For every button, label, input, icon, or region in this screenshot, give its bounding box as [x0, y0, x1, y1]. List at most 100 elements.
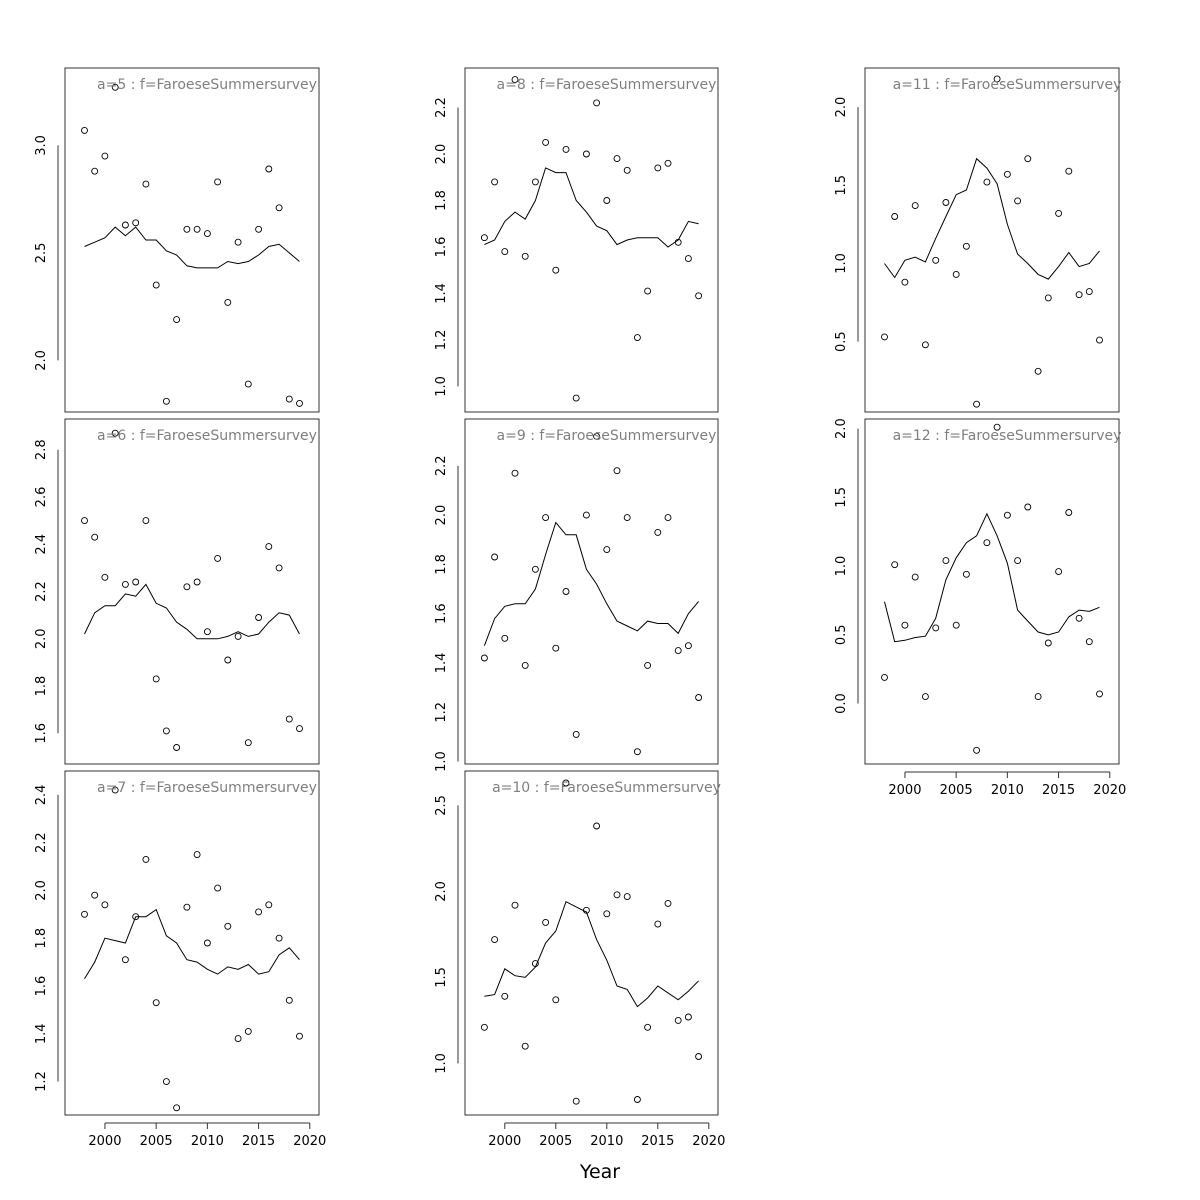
- fitted-line: [484, 167, 699, 248]
- observation-point: [654, 920, 662, 928]
- y-tick-label: 1.5: [834, 487, 849, 508]
- panel-title: a=9 : f=FaroeseSummersurvey: [497, 428, 717, 444]
- observation-point: [132, 219, 140, 227]
- observation-point: [593, 432, 601, 440]
- observation-point: [531, 960, 539, 968]
- x-tick-label: 2005: [539, 1134, 572, 1149]
- observation-point: [1044, 294, 1052, 302]
- observation-point: [603, 197, 611, 204]
- observation-point: [983, 539, 991, 547]
- observation-point: [962, 570, 970, 578]
- observation-point: [1034, 693, 1042, 701]
- observation-point: [684, 642, 692, 650]
- observation-point: [480, 234, 488, 242]
- panel-5: 1.0 1.2 1.4 1.6 1.8 2.0 2.2 a=9 : f=FaroeseSumm…: [434, 418, 719, 772]
- y-tick-label: 2.0: [34, 880, 49, 901]
- observation-point: [983, 178, 991, 186]
- observation-point: [132, 913, 140, 921]
- panel-title: a=6 : f=FaroeseSummersurvey: [97, 428, 317, 444]
- observation-point: [224, 656, 232, 664]
- observation-point: [644, 1023, 652, 1031]
- panel-title: a=11 : f=FaroeseSummersurvey: [893, 77, 1122, 93]
- observation-point: [582, 150, 590, 158]
- observation-point: [173, 1104, 181, 1112]
- panels-group: 2.02.53.0a=5 : f=FaroeseSummersurvey1.61…: [34, 67, 1126, 1149]
- observation-point: [121, 221, 129, 229]
- observation-point: [644, 287, 652, 295]
- observation-point: [244, 739, 252, 747]
- observation-point: [901, 621, 909, 629]
- observation-point: [255, 908, 263, 916]
- panel-1: 2.0 2.5 3.0 a=5 : f=FaroeseSummersurvey: [34, 67, 320, 413]
- observation-point: [1065, 167, 1073, 175]
- y-tick-label: 1.0: [834, 556, 849, 577]
- observation-point: [193, 225, 201, 233]
- x-tick-label: 2005: [940, 783, 973, 798]
- observation-point: [511, 901, 519, 909]
- observation-point: [582, 511, 590, 519]
- y-tick-label: 1.0: [434, 751, 449, 772]
- y-tick-label: 2.5: [434, 795, 449, 816]
- panel-frame: [64, 418, 320, 765]
- observation-point: [296, 399, 303, 407]
- observation-point: [91, 167, 99, 175]
- observation-point: [265, 165, 273, 173]
- observation-point: [81, 910, 88, 918]
- observation-point: [695, 694, 703, 701]
- observation-point: [234, 632, 242, 640]
- observation-point: [275, 934, 283, 942]
- observation-point: [132, 578, 140, 586]
- observation-point: [572, 394, 580, 402]
- observation-point: [101, 573, 109, 581]
- observation-point: [275, 204, 283, 212]
- observation-point: [214, 554, 222, 562]
- observation-point: [1055, 568, 1063, 576]
- y-tick-label: 1.8: [34, 676, 49, 697]
- observation-point: [480, 1023, 488, 1031]
- observation-point: [684, 1013, 692, 1021]
- y-tick-label: 1.8: [434, 190, 449, 211]
- y-tick-label: 1.8: [34, 928, 49, 949]
- observation-point: [603, 910, 611, 918]
- observation-point: [542, 138, 550, 146]
- observation-point: [1096, 690, 1103, 698]
- observation-point: [101, 901, 109, 909]
- observation-point: [633, 1096, 641, 1103]
- observation-point: [142, 517, 150, 525]
- observation-point: [921, 693, 929, 701]
- observation-point: [121, 956, 129, 964]
- y-tick-label: 1.2: [34, 1071, 49, 1092]
- observation-point: [664, 899, 672, 907]
- observation-point: [552, 996, 560, 1004]
- panel-title: a=8 : f=FaroeseSummersurvey: [497, 77, 717, 93]
- observation-point: [623, 166, 631, 174]
- observation-point: [203, 628, 211, 636]
- observation-point: [881, 333, 888, 341]
- observation-point: [111, 786, 119, 794]
- observation-point: [531, 178, 539, 186]
- x-tick-label: 2020: [1093, 783, 1126, 798]
- observation-point: [491, 936, 499, 944]
- observation-point: [234, 238, 242, 246]
- y-tick-label: 2.8: [34, 439, 49, 460]
- y-tick-label: 1.4: [34, 1023, 49, 1044]
- observation-point: [891, 213, 899, 220]
- observation-point: [901, 278, 909, 286]
- panel-frame: [64, 770, 320, 1116]
- x-tick-label: 2000: [88, 1134, 121, 1149]
- observation-point: [285, 395, 293, 403]
- observation-point: [973, 400, 981, 408]
- observation-point: [81, 517, 88, 525]
- y-tick-label: 2.0: [834, 418, 849, 439]
- observation-point: [932, 624, 940, 632]
- observation-point: [214, 178, 222, 186]
- x-tick-label: 2010: [991, 783, 1024, 798]
- observation-point: [891, 561, 899, 569]
- observation-point: [562, 588, 570, 595]
- panel-8: 0.0 0.5 1.0 1.5 2.0 2000 2005 2010 2015 2020 a=12 …: [834, 418, 1126, 798]
- observation-point: [572, 730, 580, 738]
- y-tick-label: 1.0: [834, 253, 849, 274]
- observation-point: [1075, 614, 1083, 622]
- observation-point: [552, 644, 560, 652]
- fitted-line: [483, 521, 699, 646]
